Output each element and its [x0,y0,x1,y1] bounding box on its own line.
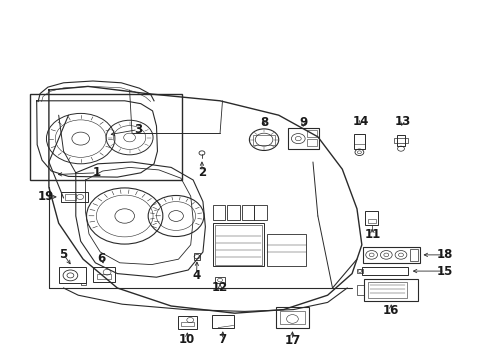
Bar [306,139,316,146]
Bar [356,269,362,273]
Bar [215,277,224,283]
Bar [367,282,406,298]
Text: 3: 3 [134,123,142,136]
Text: 6: 6 [98,252,105,265]
Bar [409,249,417,261]
Bar [93,267,115,282]
Text: 5: 5 [60,248,67,261]
Bar [81,283,86,285]
Bar [177,316,197,329]
Text: 9: 9 [299,116,306,129]
Bar [393,138,407,143]
Bar [227,205,239,220]
Text: 4: 4 [192,269,200,282]
Bar [276,307,308,328]
Text: 16: 16 [382,304,399,317]
Text: 18: 18 [436,248,452,261]
Text: 7: 7 [218,333,226,346]
Bar [212,223,264,266]
Bar [396,135,404,146]
Bar [97,274,111,279]
Text: 14: 14 [352,115,368,128]
Bar [306,130,316,137]
Text: 11: 11 [364,228,380,241]
Bar [61,192,88,202]
Text: 1: 1 [93,166,101,179]
Text: 13: 13 [393,115,410,128]
Bar [212,315,233,328]
Bar [353,134,365,149]
Bar [362,247,419,263]
Bar [287,128,318,149]
Bar [254,205,266,220]
Bar [30,94,182,180]
Bar [253,135,274,145]
Bar [194,253,200,260]
Bar [361,267,407,275]
Bar [364,211,378,225]
Bar [59,267,86,283]
Text: 10: 10 [179,333,195,346]
Text: 2: 2 [198,166,205,179]
Bar [64,194,76,200]
Bar [266,234,305,266]
Bar [181,322,193,326]
Bar [215,225,261,265]
Bar [356,285,364,295]
Text: 8: 8 [260,116,267,129]
Text: 19: 19 [37,190,54,203]
Bar [280,311,304,324]
Bar [364,279,417,301]
Text: 15: 15 [436,265,452,278]
Bar [212,205,224,220]
Bar [367,219,375,223]
Text: 12: 12 [211,281,228,294]
Bar [242,205,254,220]
Text: 17: 17 [284,334,300,347]
